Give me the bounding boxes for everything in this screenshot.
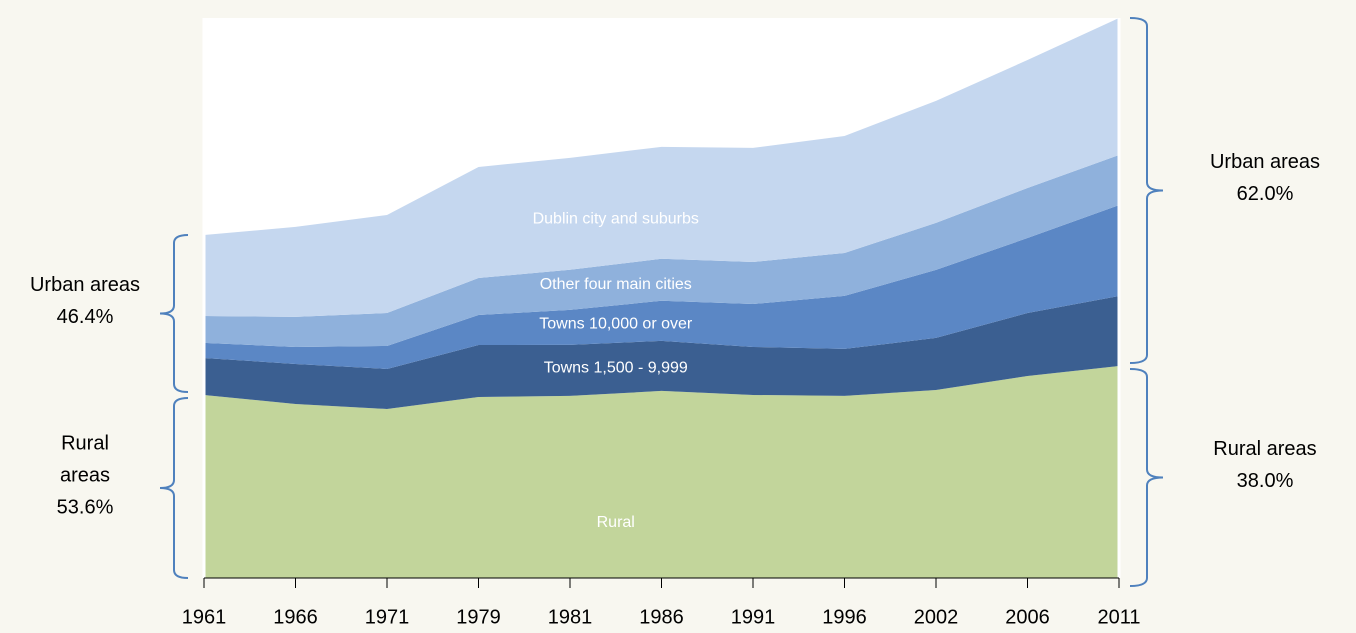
area (204, 18, 1119, 317)
x-tick-label: 1991 (731, 606, 776, 628)
area (204, 366, 1119, 578)
bracket (159, 233, 189, 393)
area (204, 296, 1119, 409)
series-label: Rural (597, 514, 635, 531)
series-label: Towns 1,500 - 9,999 (544, 359, 688, 376)
series-label: Towns 10,000 or over (539, 315, 693, 332)
x-tick-label: 1966 (273, 606, 318, 628)
annotation: Urban areas (30, 274, 140, 296)
area (204, 155, 1119, 347)
x-tick-label: 2006 (1005, 606, 1050, 628)
annotation: 53.6% (57, 496, 114, 518)
annotation: 38.0% (1237, 470, 1294, 492)
annotation: Rural areas (1213, 438, 1316, 460)
x-tick-label: 1971 (365, 606, 410, 628)
annotation: 46.4% (57, 306, 114, 328)
x-tick-label: 2011 (1097, 606, 1140, 628)
x-tick-label: 1996 (822, 606, 867, 628)
bracket (1129, 368, 1164, 587)
bracket (1129, 17, 1164, 365)
x-tick-label: 1981 (548, 606, 593, 628)
annotation: areas (60, 464, 110, 486)
x-tick-label: 1979 (456, 606, 501, 628)
area (204, 205, 1119, 369)
x-tick-label: 1986 (639, 606, 684, 628)
annotation: Urban areas (1210, 151, 1320, 173)
annotation: 62.0% (1237, 183, 1294, 205)
series-label: Other four main cities (540, 276, 692, 293)
bracket (159, 396, 189, 579)
x-tick-label: 2002 (914, 606, 959, 628)
annotation: Rural (61, 432, 109, 454)
series-label: Dublin city and suburbs (533, 211, 699, 228)
x-tick-label: 1961 (182, 606, 227, 628)
